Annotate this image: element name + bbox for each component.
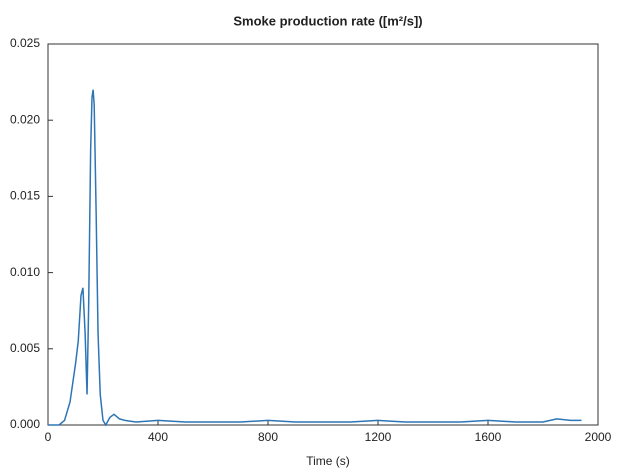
y-tick-label: 0.000	[10, 417, 40, 431]
chart-title: Smoke production rate ([m²/s])	[233, 13, 422, 28]
y-tick-label: 0.015	[10, 189, 40, 203]
x-tick-label: 400	[148, 430, 168, 444]
y-tick-label: 0.020	[10, 112, 40, 126]
y-tick-label: 0.010	[10, 265, 40, 279]
plot-frame	[47, 43, 599, 426]
data-line	[48, 89, 582, 427]
y-tick-label: 0.025	[10, 36, 40, 50]
y-tick-label: 0.005	[10, 341, 40, 355]
x-tick-label: 0	[45, 430, 52, 444]
x-tick-label: 800	[258, 430, 278, 444]
x-axis-label: Time (s)	[306, 454, 350, 468]
x-tick-label: 2000	[585, 430, 612, 444]
x-tick-label: 1200	[365, 430, 392, 444]
x-tick-label: 1600	[475, 430, 502, 444]
